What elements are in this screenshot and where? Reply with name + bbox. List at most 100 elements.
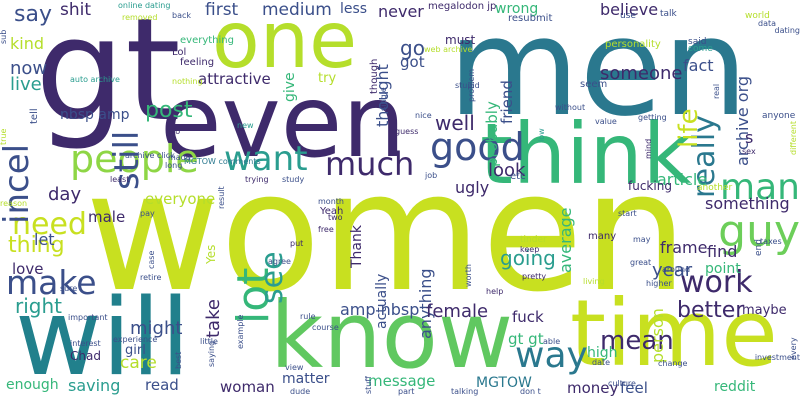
word-gt-gt: gt gt: [508, 330, 544, 348]
word-best: best: [174, 351, 183, 370]
word-say: say: [14, 2, 52, 27]
word-average: average: [556, 207, 575, 274]
word-guess: guess: [395, 127, 419, 136]
word-point: point: [705, 261, 741, 277]
word-reddit: reddit: [714, 379, 756, 395]
word-kind: kind: [10, 34, 45, 53]
word-pay: pay: [140, 209, 155, 218]
word-view: view: [285, 363, 304, 372]
word-yeah: Yeah: [320, 206, 344, 217]
word-around: around: [662, 265, 691, 274]
word-incel: incel: [0, 143, 37, 224]
word-female: female: [426, 301, 489, 322]
word-less: less: [340, 1, 368, 17]
word-way: way: [515, 335, 588, 376]
word-will: will: [15, 276, 191, 399]
word-woman: woman: [220, 378, 275, 396]
word-seem: seem: [580, 79, 608, 90]
word-male: male: [88, 208, 126, 226]
word-experience: experience: [113, 335, 158, 344]
word-start: start: [618, 209, 637, 218]
word-two: two: [328, 213, 343, 222]
word-love: love: [12, 260, 44, 278]
word-living: living: [583, 277, 605, 286]
word-dude: dude: [290, 387, 311, 396]
word-personality: personality: [605, 39, 661, 50]
word-world: world: [745, 11, 770, 21]
word-feel: feel: [620, 379, 648, 397]
word-mgtow-comments: MGTOW comments: [184, 157, 261, 166]
word-high: high: [587, 345, 618, 361]
word-true: true: [0, 128, 8, 146]
word-person: person: [648, 307, 667, 363]
word-want: want: [224, 139, 308, 179]
word-etc: etc: [510, 171, 526, 182]
word-thank: Thank: [349, 225, 365, 268]
word-well: well: [435, 111, 475, 135]
word-message: message: [368, 372, 436, 390]
word-new: new: [237, 121, 254, 130]
word-getting: getting: [638, 113, 667, 122]
word-work: work: [680, 265, 753, 300]
word-megalodon-jp: megalodon jp: [428, 1, 497, 12]
word-life: life: [674, 108, 704, 149]
word-single: single: [379, 87, 388, 111]
word-long: long: [165, 161, 183, 170]
word-need: need: [12, 207, 87, 242]
word-give: give: [282, 71, 298, 102]
word-day: day: [48, 184, 82, 205]
word-sex: sex: [742, 147, 756, 156]
word-help: help: [486, 287, 504, 296]
word-stuff: stuff: [364, 376, 373, 394]
word-article: article: [657, 170, 708, 189]
word-another: another: [697, 183, 733, 193]
word-fucking: fucking: [628, 179, 672, 193]
word-great: great: [630, 258, 652, 267]
word-feeling: feeling: [180, 57, 215, 68]
word-saving: saving: [68, 376, 121, 395]
word-think: think: [480, 105, 692, 203]
word-able: able: [543, 337, 561, 346]
word-least: least: [110, 175, 130, 184]
word-good: good: [430, 125, 525, 169]
word-study: study: [282, 175, 305, 184]
word-thing: thing: [8, 233, 65, 258]
word-better: better: [677, 298, 745, 323]
word-actually: actually: [374, 273, 390, 330]
word-keep: keep: [520, 245, 540, 254]
word-go: go: [400, 36, 425, 60]
word-try: try: [318, 71, 337, 86]
word-stupid: stupid: [455, 81, 480, 90]
word-tell: tell: [29, 108, 40, 124]
word-may: may: [633, 235, 651, 244]
word-different: different: [789, 121, 798, 156]
word-fact: fact: [683, 56, 714, 75]
word-resubmit: resubmit: [508, 13, 553, 24]
word-online-dating: online dating: [118, 1, 171, 10]
word-problem: problem: [467, 68, 476, 102]
word-friend: friend: [498, 80, 516, 124]
word-attractive: attractive: [198, 70, 271, 88]
word-agree: agree: [268, 257, 291, 266]
word-might: might: [130, 318, 183, 339]
word-many: many: [588, 231, 617, 242]
word-one: one: [212, 0, 358, 86]
word-now: now: [10, 58, 48, 79]
word-live: live: [10, 74, 42, 95]
word-fuck: fuck: [512, 308, 544, 326]
word-nbsp-amp: nbsp amp: [60, 107, 130, 123]
word-find: find: [707, 242, 738, 261]
word-without: without: [555, 103, 586, 112]
word-ugly: ugly: [455, 178, 490, 197]
word-course: course: [312, 323, 339, 332]
word-guy: guy: [718, 206, 800, 257]
word-value: value: [595, 117, 617, 126]
word-read: read: [145, 376, 179, 394]
word-make: make: [6, 263, 97, 302]
word-mgtow: MGTOW: [476, 375, 532, 391]
word-chad: Chad: [70, 349, 101, 363]
word-money: money: [567, 379, 619, 397]
word-s: s: [745, 128, 754, 147]
word-said: said: [688, 37, 707, 47]
